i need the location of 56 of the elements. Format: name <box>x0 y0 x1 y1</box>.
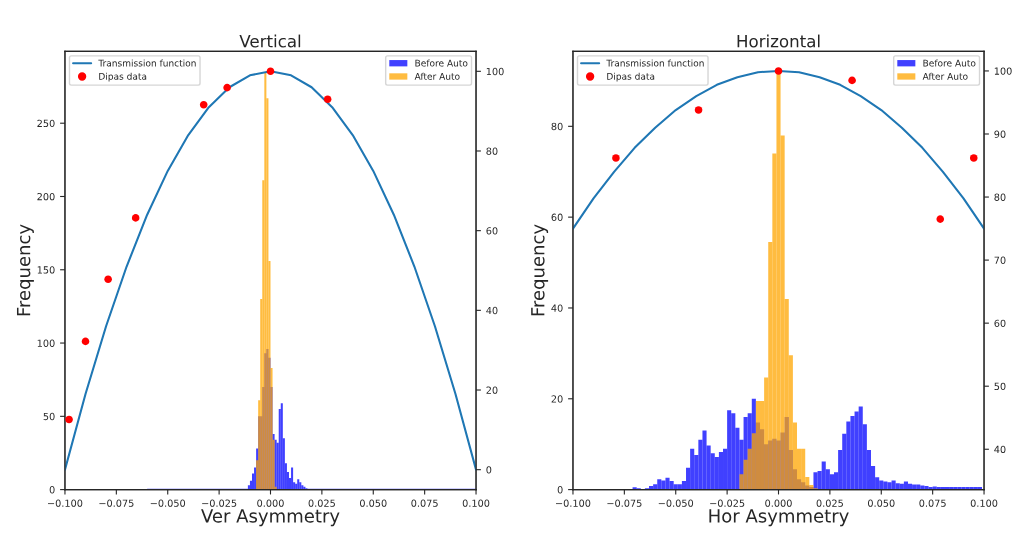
x-tick-label: −0.100 <box>556 499 591 507</box>
x-tick-label: −0.025 <box>202 499 237 507</box>
y2-tick-label: 90 <box>994 130 1006 138</box>
y-tick-label: 0 <box>49 486 55 494</box>
x-tick-label: −0.025 <box>710 499 745 507</box>
chart-title: Horizontal <box>737 34 820 48</box>
y2-tick-label: 40 <box>994 445 1006 454</box>
x-tick-label: −0.050 <box>658 499 694 507</box>
y2-tick-label: 0 <box>486 466 492 474</box>
y-tick-label: 100 <box>37 339 55 347</box>
x-tick-label: 0.000 <box>257 499 284 507</box>
y2-tick-label: 80 <box>486 147 498 155</box>
x-tick-label: 0.100 <box>462 499 490 507</box>
legend-label: Transmission function <box>606 59 704 67</box>
x-tick-label: −0.100 <box>48 499 83 507</box>
y2-tick-label: 80 <box>994 193 1006 201</box>
legend-label: After Auto <box>922 72 968 80</box>
legend-label: Dipas data <box>607 72 655 82</box>
y-tick-label: 200 <box>37 192 55 201</box>
y2-tick-label: 40 <box>486 306 498 315</box>
y-tick-label: 50 <box>43 412 55 421</box>
legend-label: Dipas data <box>99 72 147 82</box>
x-tick-label: −0.075 <box>607 499 642 507</box>
legend-label: Before Auto <box>415 59 468 67</box>
y-tick-label: 80 <box>551 122 563 131</box>
legend-label: Before Auto <box>923 59 976 67</box>
x-tick-label: 0.100 <box>970 499 998 507</box>
y-tick-label: 40 <box>551 304 563 312</box>
y2-tick-label: 50 <box>994 382 1006 391</box>
legend-label: Transmission function <box>98 59 196 67</box>
x-tick-label: 0.000 <box>765 499 792 507</box>
y2-tick-label: 20 <box>486 386 498 394</box>
y2-tick-label: 60 <box>486 227 498 235</box>
y-axis-title: Frequency <box>531 224 549 316</box>
x-tick-label: 0.025 <box>816 499 843 507</box>
x-tick-label: 0.025 <box>308 499 335 507</box>
x-tick-label: −0.050 <box>150 499 186 507</box>
y2-tick-label: 100 <box>994 67 1012 75</box>
x-tick-label: 0.050 <box>359 499 387 507</box>
y-axis-title: Frequency <box>16 224 34 316</box>
y2-tick-label: 70 <box>994 256 1006 264</box>
x-tick-label: 0.075 <box>919 499 946 507</box>
y-tick-label: 250 <box>37 119 55 128</box>
x-tick-label: 0.075 <box>411 499 438 507</box>
legend-label: After Auto <box>414 72 460 80</box>
chart-title: Vertical <box>239 34 301 48</box>
y-tick-label: 20 <box>551 395 563 403</box>
y-tick-label: 60 <box>551 213 563 221</box>
y-tick-label: 150 <box>37 266 55 274</box>
x-tick-label: 0.050 <box>868 499 895 507</box>
x-axis-title: Hor Asymmetry <box>709 509 849 527</box>
x-axis-title: Ver Asymmetry <box>201 509 340 527</box>
y-tick-label: 0 <box>557 486 563 494</box>
y2-tick-label: 60 <box>994 319 1006 327</box>
y2-tick-label: 100 <box>486 67 504 76</box>
x-tick-label: −0.075 <box>99 499 134 507</box>
